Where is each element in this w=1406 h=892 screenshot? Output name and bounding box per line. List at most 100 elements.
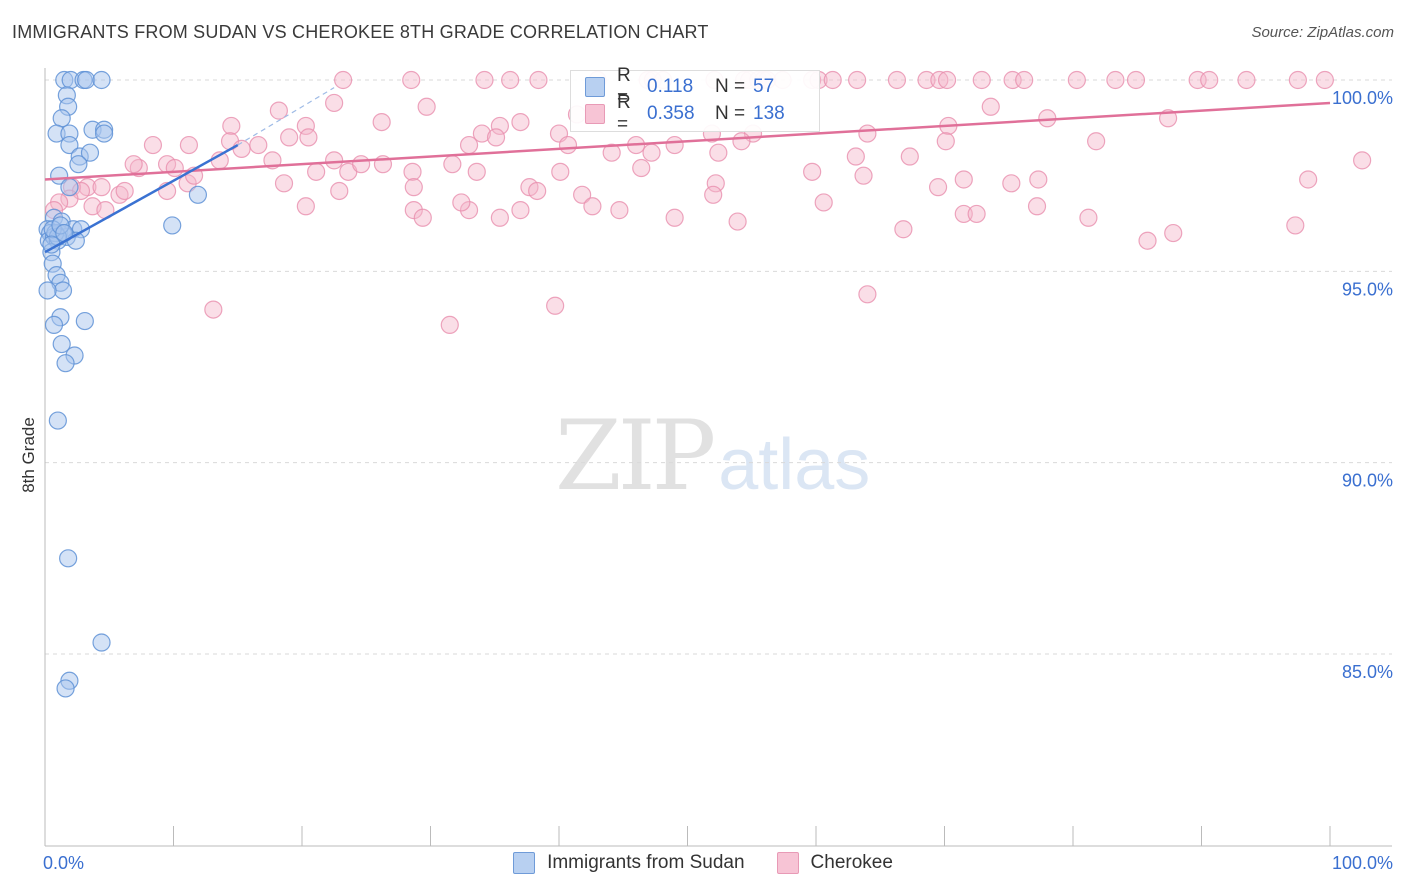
cherokee-point <box>1106 70 1125 90</box>
sudan-point <box>92 633 111 652</box>
legend-row-sudan: R = 0.118 N = 57 <box>585 65 793 108</box>
cherokee-point <box>143 135 163 155</box>
cherokee-point <box>325 151 344 170</box>
cherokee-point <box>814 193 833 212</box>
cherokee-point <box>115 181 134 201</box>
cherokee-point <box>179 135 199 155</box>
sudan-point <box>48 411 67 430</box>
cherokee-point <box>1164 223 1183 243</box>
cherokee-point <box>704 185 723 204</box>
x-tick-label: 100.0% <box>1332 853 1393 873</box>
cherokee-point <box>900 147 919 166</box>
grid-layer <box>45 79 1392 655</box>
series-legend: Immigrants from Sudan Cherokee <box>0 852 1406 874</box>
cherokee-point <box>459 201 479 220</box>
sudan-point <box>52 334 71 354</box>
cherokee-point <box>467 162 486 181</box>
cherokee-point <box>1015 70 1034 90</box>
cherokee-point <box>858 124 877 143</box>
cherokee-point <box>954 170 973 189</box>
r-value: 0.118 <box>647 76 694 97</box>
cherokee-point <box>529 70 548 90</box>
cherokee-point <box>573 185 592 204</box>
cherokee-point <box>632 158 651 178</box>
cherokee-point <box>413 208 432 227</box>
source-credit: Source: ZipAtlas.com <box>1251 24 1394 41</box>
cherokee-point <box>1286 216 1305 235</box>
cherokee-point <box>1126 70 1146 90</box>
cherokee-point <box>846 147 865 166</box>
sudan-point <box>69 155 88 174</box>
sudan-point <box>52 109 71 128</box>
cherokee-point <box>928 178 948 197</box>
cherokee-point <box>1027 197 1047 216</box>
legend-item-cherokee[interactable]: Cherokee <box>776 852 893 874</box>
cherokee-point <box>280 128 299 147</box>
cherokee-point <box>954 204 973 224</box>
cherokee-point <box>546 296 565 315</box>
cherokee-point <box>558 135 578 155</box>
sudan-point <box>80 143 100 162</box>
cherokee-point <box>858 285 877 304</box>
cherokee-point <box>1067 70 1086 90</box>
cherokee-point <box>937 70 957 90</box>
sudan-swatch <box>585 77 605 97</box>
cherokee-point <box>490 208 509 227</box>
cherokee-point <box>728 212 747 231</box>
cherokee-point <box>296 116 315 136</box>
r-label: R = <box>617 92 631 135</box>
sudan-trend-extension <box>237 87 335 146</box>
sudan-point <box>95 124 114 143</box>
cherokee-point <box>854 166 873 185</box>
cherokee-point <box>967 204 986 224</box>
sudan-point <box>38 281 57 300</box>
sudan-point <box>77 70 96 90</box>
cherokee-point <box>848 70 867 90</box>
cherokee-point <box>706 174 725 193</box>
r-label: R = <box>617 65 631 108</box>
legend-item-sudan[interactable]: Immigrants from Sudan <box>513 852 745 874</box>
cherokee-point <box>1288 70 1307 90</box>
cherokee-point <box>404 178 423 197</box>
y-tick-label: 95.0% <box>1342 279 1393 299</box>
correlation-legend: R = 0.118 N = 57 R = 0.358 N = 138 <box>570 65 820 135</box>
cherokee-point <box>486 128 506 147</box>
cherokee-point <box>307 162 326 181</box>
cherokee-point <box>709 143 728 162</box>
x-tick-label: 0.0% <box>43 853 84 873</box>
cherokee-point <box>894 220 913 239</box>
cherokee-point <box>981 97 1000 116</box>
cherokee-point <box>501 70 520 90</box>
sudan-point <box>60 135 79 155</box>
cherokee-point <box>403 162 422 181</box>
cherokee-point <box>325 93 344 113</box>
cherokee-point <box>887 70 907 90</box>
cherokee-point <box>1002 174 1021 193</box>
cherokee-point <box>330 181 349 201</box>
r-value: 0.358 <box>647 103 695 124</box>
trend-layer <box>44 87 1331 254</box>
cherokee-point <box>1315 70 1334 90</box>
sudan-point <box>56 354 75 373</box>
sudan-trend-line <box>44 143 239 254</box>
n-label: N = <box>715 76 746 97</box>
cherokee-point <box>452 193 471 212</box>
cherokee-point <box>92 178 111 197</box>
cherokee-point <box>402 70 421 90</box>
y-tick-label: 100.0% <box>1332 88 1393 108</box>
sudan-point <box>44 315 64 335</box>
cherokee-point <box>972 70 991 90</box>
sudan-point <box>188 185 208 204</box>
y-tick-label: 90.0% <box>1342 471 1393 491</box>
cherokee-trend-line <box>44 101 1331 181</box>
cherokee-point <box>917 70 936 90</box>
cherokee-point <box>803 162 822 181</box>
cherokee-point <box>936 132 955 151</box>
cherokee-point <box>269 101 288 120</box>
cherokee-point <box>1138 231 1157 250</box>
sudan-point <box>59 549 78 568</box>
cherokee-point <box>1029 170 1048 189</box>
n-label: N = <box>715 103 746 124</box>
cherokee-point <box>296 197 315 216</box>
cherokee-point <box>472 124 491 143</box>
